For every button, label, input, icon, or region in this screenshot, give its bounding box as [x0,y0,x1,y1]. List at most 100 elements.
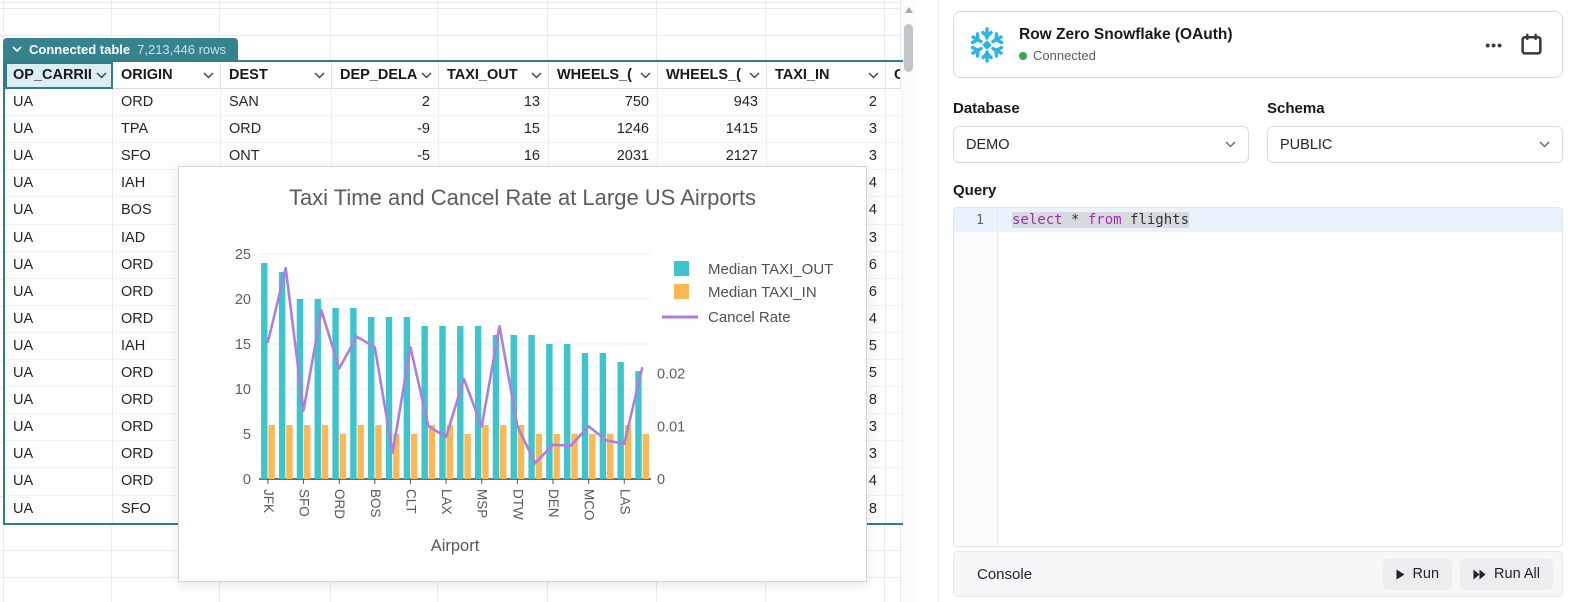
query-label: Query [953,182,997,199]
table-cell[interactable] [886,143,903,171]
table-cell[interactable]: SAN [221,89,332,117]
run-all-button[interactable]: Run All [1460,558,1553,590]
table-cell[interactable]: UA [5,360,113,388]
table-cell[interactable]: UA [5,224,113,252]
table-cell[interactable]: 13 [439,89,549,117]
connection-title: Row Zero Snowflake (OAuth) [1019,26,1233,43]
connected-table-label: Connected table [29,41,131,57]
column-header-TAXI_OUT[interactable]: TAXI_OUT [439,62,549,90]
table-cell[interactable] [886,278,903,306]
taxi-out-bar [439,326,446,479]
table-cell[interactable] [886,441,903,469]
schema-select[interactable]: PUBLIC [1267,126,1563,163]
table-cell[interactable] [886,224,903,252]
left-axis-tick: 0 [243,472,251,488]
taxi-in-bar [500,425,507,479]
table-cell[interactable] [886,116,903,144]
right-axis-tick: 0 [657,472,665,488]
vertical-scrollbar[interactable] [903,0,915,602]
taxi-in-bar [517,425,525,479]
scrollbar-thumb[interactable] [904,24,913,72]
right-axis-tick: 0.02 [657,367,685,383]
legend-swatch-taxi-in [674,284,689,299]
table-cell[interactable]: UA [5,495,113,523]
table-cell[interactable] [886,414,903,442]
table-cell[interactable]: UA [5,89,113,117]
table-cell[interactable]: 1246 [549,116,658,144]
table-cell[interactable] [886,468,903,496]
taxi-in-bar [428,425,436,479]
taxi-in-bar [606,434,614,479]
table-cell[interactable] [886,197,903,225]
taxi-in-bar [410,434,418,479]
column-header-TAXI_IN[interactable]: TAXI_IN [767,62,886,90]
table-cell[interactable]: UA [5,414,113,442]
taxi-out-bar [546,344,553,479]
sql-code-line[interactable]: select * from flights [998,208,1190,232]
table-cell[interactable]: UA [5,468,113,496]
table-cell[interactable]: 2031 [549,143,658,171]
ellipsis-menu-icon[interactable]: ••• [1485,36,1503,53]
column-header-DEST[interactable]: DEST [221,62,332,90]
x-axis-label: SFO [297,489,312,517]
taxi-in-bar [393,434,400,479]
table-cell[interactable] [886,332,903,361]
table-cell[interactable] [886,251,903,279]
table-cell[interactable]: UA [5,278,113,306]
calendar-icon[interactable] [1519,32,1544,57]
cancel-rate-line [266,266,644,465]
chart-title: Taxi Time and Cancel Rate at Large US Ai… [288,185,757,210]
chart-overlay[interactable]: 0 5 10 15 20 25 0 0.01 0.02 JFK SFO ORD BOS CLT LAX MSP… [178,166,867,582]
table-cell[interactable]: TPA [113,116,221,144]
table-cell[interactable]: SFO [113,143,221,171]
table-cell[interactable] [886,495,903,523]
scrollbar-up-arrow-icon[interactable] [905,7,913,13]
table-cell[interactable]: UA [5,441,113,469]
sql-editor[interactable]: 1 select * from flights [953,207,1563,547]
x-axis-label: ORD [332,489,347,519]
table-cell[interactable] [886,89,903,117]
taxi-out-bar [332,308,339,479]
table-cell[interactable]: UA [5,387,113,415]
table-cell[interactable]: 1415 [658,116,767,144]
column-header-WHEELS_([interactable]: WHEELS_( [549,62,658,90]
table-cell[interactable]: 2 [767,89,886,117]
left-axis-tick: 10 [235,382,251,398]
table-cell[interactable]: ORD [221,116,332,144]
table-cell[interactable] [886,387,903,415]
table-cell[interactable]: -9 [332,116,439,144]
table-cell[interactable]: UA [5,332,113,361]
database-label: Database [953,100,1020,117]
table-cell[interactable]: UA [5,305,113,333]
schema-label: Schema [1267,100,1325,117]
taxi-out-bar [581,353,589,479]
column-header-ORIGIN[interactable]: ORIGIN [113,62,221,90]
table-cell[interactable]: 750 [549,89,658,117]
table-cell[interactable]: UA [5,251,113,279]
table-cell[interactable] [886,305,903,333]
database-select[interactable]: DEMO [953,126,1249,163]
table-cell[interactable]: 2 [332,89,439,117]
taxi-out-bar [278,272,286,479]
table-cell[interactable]: UA [5,197,113,225]
table-cell[interactable]: UA [5,116,113,144]
connected-table-tag[interactable]: Connected table 7,213,446 rows [3,38,239,60]
table-cell[interactable]: 943 [658,89,767,117]
table-cell[interactable]: 2127 [658,143,767,171]
table-cell[interactable]: ORD [113,89,221,117]
table-cell[interactable] [886,360,903,388]
taxi-in-bar [339,434,347,479]
x-axis-label: LAX [439,489,454,515]
column-header-WHEELS_([interactable]: WHEELS_( [658,62,767,90]
column-header-OP_CARRII[interactable]: OP_CARRII [5,62,113,90]
taxi-out-bar [528,335,535,479]
left-axis-tick: 25 [235,247,251,263]
run-button[interactable]: Run [1383,558,1453,590]
table-cell[interactable] [886,170,903,198]
table-cell[interactable]: UA [5,143,113,171]
table-cell[interactable]: UA [5,170,113,198]
table-cell[interactable]: 15 [439,116,549,144]
column-header-CF[interactable]: CF [886,62,901,90]
column-header-DEP_DELA[interactable]: DEP_DELA [332,62,439,90]
table-cell[interactable]: 3 [767,116,886,144]
